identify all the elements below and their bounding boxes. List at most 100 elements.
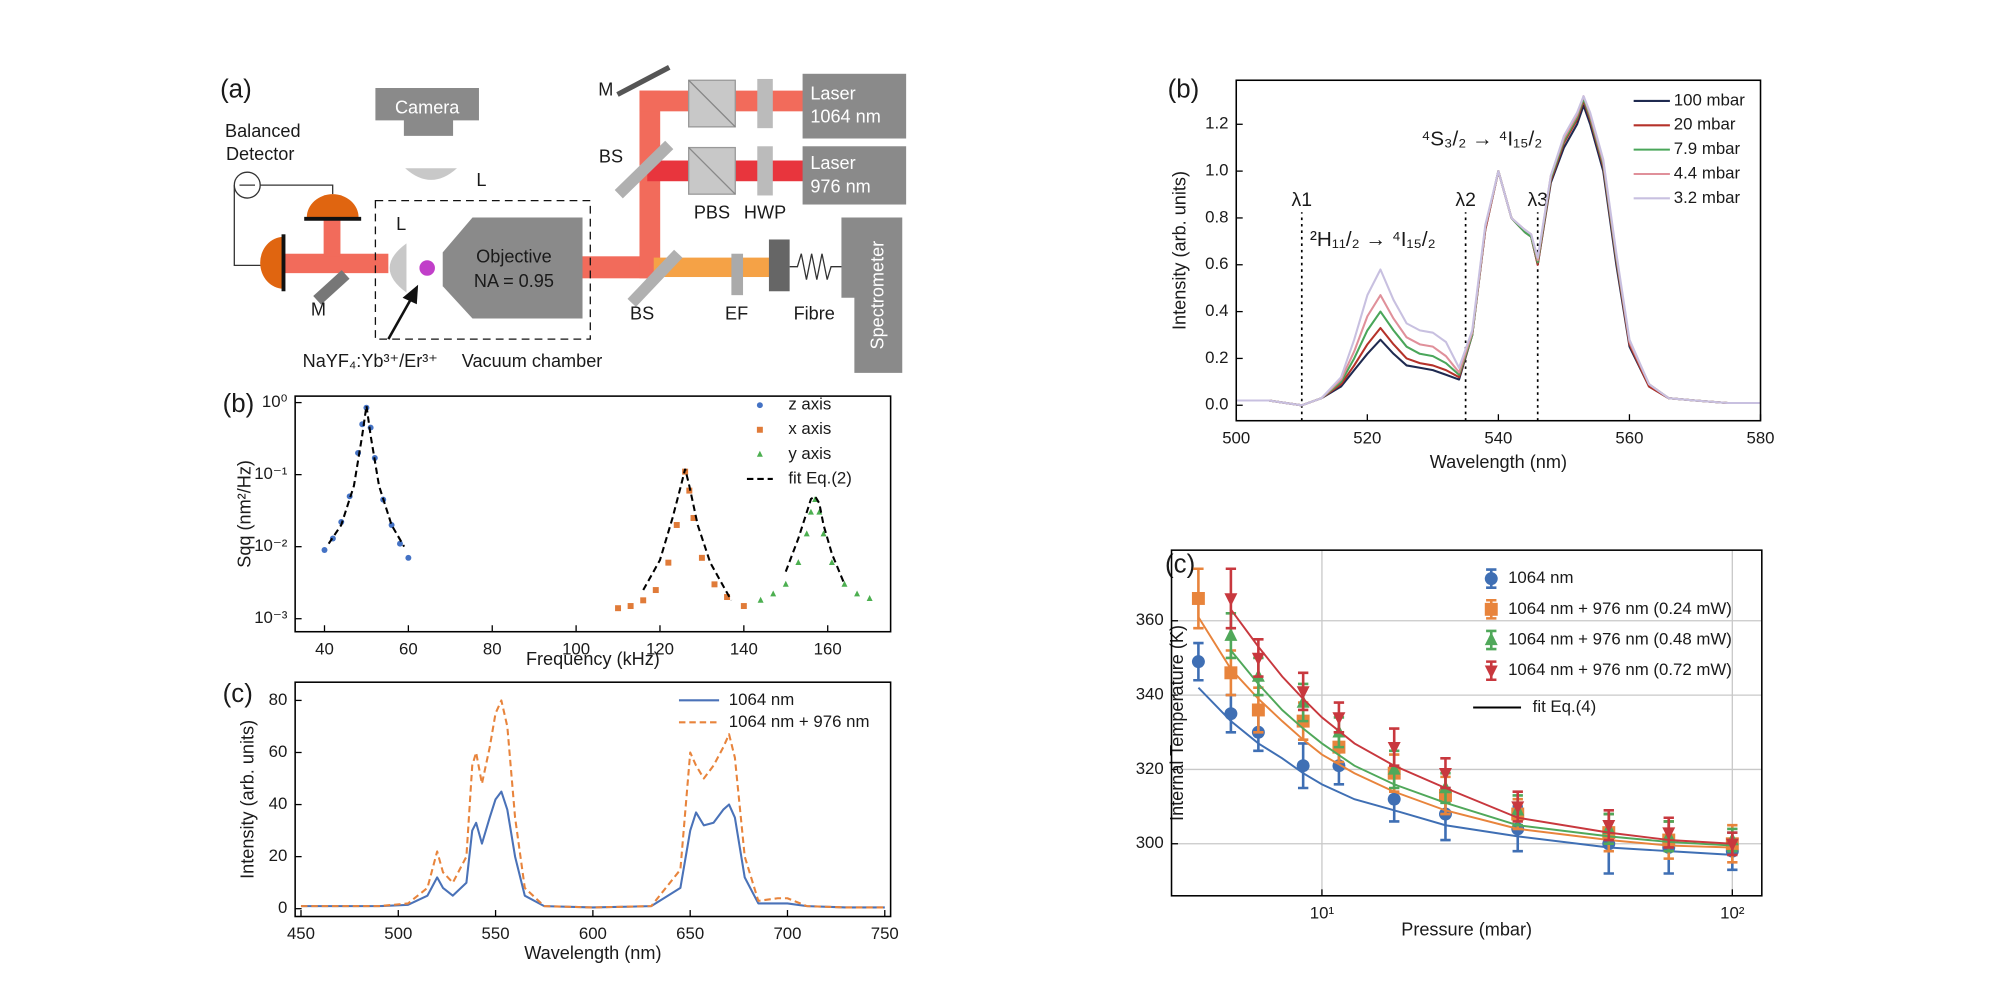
plot-frame xyxy=(1170,549,1763,897)
label: BS xyxy=(599,147,623,167)
marker xyxy=(1387,741,1401,755)
panel-label: (c) xyxy=(1165,551,1195,579)
x-tick-label: 160 xyxy=(814,639,842,658)
label: BS xyxy=(630,303,654,323)
marker xyxy=(1484,632,1498,646)
beam-splitter xyxy=(614,140,674,199)
legend-label: 100 mbar xyxy=(1674,90,1745,109)
fibre-coupler xyxy=(768,239,790,292)
annotation: ²H₁₁/₂ → ⁴I₁₅/₂ xyxy=(1310,228,1436,251)
x-axis-label: Wavelength (nm) xyxy=(524,943,661,963)
arrow xyxy=(387,297,413,340)
marker xyxy=(1662,827,1676,841)
marker xyxy=(1251,652,1265,666)
label: Laser xyxy=(810,153,855,173)
legend-label: x axis xyxy=(788,419,831,438)
marker xyxy=(756,402,763,409)
marker xyxy=(690,515,697,521)
legend-label: z axis xyxy=(788,395,831,414)
x-tick-label: 500 xyxy=(384,924,412,943)
marker xyxy=(1251,703,1265,717)
x-tick-label: 60 xyxy=(399,639,418,658)
x-tick-label: 560 xyxy=(1615,428,1643,447)
panel-label: (b) xyxy=(1168,75,1200,103)
x-tick-label: 450 xyxy=(287,924,315,943)
marker xyxy=(1296,759,1310,773)
fit-line xyxy=(327,405,846,601)
marker xyxy=(782,580,789,587)
x-tick-label: 580 xyxy=(1746,428,1774,447)
beam xyxy=(323,217,341,257)
label: HWP xyxy=(744,202,786,222)
x-tick-label: 600 xyxy=(579,924,607,943)
x-tick-label: 650 xyxy=(676,924,704,943)
x-axis-label: Frequency (kHz) xyxy=(526,649,660,669)
arrow-head xyxy=(402,284,419,305)
marker xyxy=(1511,801,1525,815)
label: L xyxy=(476,170,486,190)
legend-label: 1064 nm + 976 nm (0.24 mW) xyxy=(1508,599,1732,618)
marker-label: λ1 xyxy=(1292,189,1313,211)
plot-frame xyxy=(294,395,892,633)
legend-label: 1064 nm xyxy=(729,690,794,709)
label: L xyxy=(396,214,406,234)
label: Spectrometer xyxy=(868,241,888,350)
x-tick-label: 10¹ xyxy=(1310,903,1335,922)
y-axis-label: Intensity (arb. units) xyxy=(1169,171,1189,330)
marker xyxy=(1224,593,1238,607)
marker xyxy=(1387,792,1401,806)
chart: (c) 10¹ 10² 300 320 340 360 Pressure (mbar) Inte… xyxy=(1136,549,1763,940)
marker xyxy=(615,605,622,612)
photodiode xyxy=(306,194,359,218)
panel-label: (c) xyxy=(223,680,253,708)
legend-label: 1064 nm xyxy=(1508,568,1573,587)
marker xyxy=(1224,666,1238,680)
label: NaYF₄:Yb³⁺/Er³⁺ xyxy=(303,351,438,371)
x-axis-label: Wavelength (nm) xyxy=(1430,452,1567,472)
x-tick-label: 100 xyxy=(562,639,590,658)
label: NA = 0.95 xyxy=(474,271,554,291)
marker-label: λ2 xyxy=(1455,189,1476,211)
objective xyxy=(442,217,583,319)
marker xyxy=(1224,707,1238,721)
y-tick-label: 0.6 xyxy=(1205,254,1228,273)
legend-label: 4.4 mbar xyxy=(1674,163,1741,182)
marker xyxy=(1191,655,1205,669)
label: M xyxy=(598,79,613,99)
marker xyxy=(803,530,810,537)
legend-label: 1064 nm + 976 nm (0.48 mW) xyxy=(1508,629,1732,648)
marker xyxy=(1602,820,1616,833)
x-tick-label: 140 xyxy=(730,639,758,658)
setup-diagram: (a) Camera L Balanced Detector M L Objec… xyxy=(220,65,907,373)
marker xyxy=(1296,686,1310,700)
x-tick-label: 750 xyxy=(871,924,899,943)
pbs-diagonal xyxy=(688,147,736,195)
wire xyxy=(233,185,263,267)
marker xyxy=(740,603,747,610)
marker xyxy=(820,530,827,537)
marker xyxy=(816,508,823,515)
hwp xyxy=(757,78,773,129)
label: Detector xyxy=(226,144,294,164)
x-tick-label: 10² xyxy=(1720,903,1745,922)
x-tick-label: 120 xyxy=(646,639,674,658)
x-tick-label: 500 xyxy=(1222,428,1250,447)
marker xyxy=(1387,761,1401,775)
annotation: ⁴S₃/₂ → ⁴I₁₅/₂ xyxy=(1421,127,1542,150)
y-tick-label: 1.2 xyxy=(1205,114,1228,133)
marker xyxy=(711,581,718,588)
pbs-diagonal xyxy=(688,79,736,128)
marker xyxy=(756,426,763,433)
marker xyxy=(1484,602,1498,616)
marker xyxy=(1725,838,1739,852)
spectrometer xyxy=(841,217,903,373)
y-axis-label: Intensity (arb. units) xyxy=(237,720,257,879)
mirror xyxy=(313,270,350,305)
y-tick-label: 340 xyxy=(1136,685,1164,704)
marker xyxy=(770,590,777,597)
x-tick-label: 540 xyxy=(1484,428,1512,447)
label: 976 nm xyxy=(810,176,870,196)
label: Vacuum chamber xyxy=(462,351,603,371)
